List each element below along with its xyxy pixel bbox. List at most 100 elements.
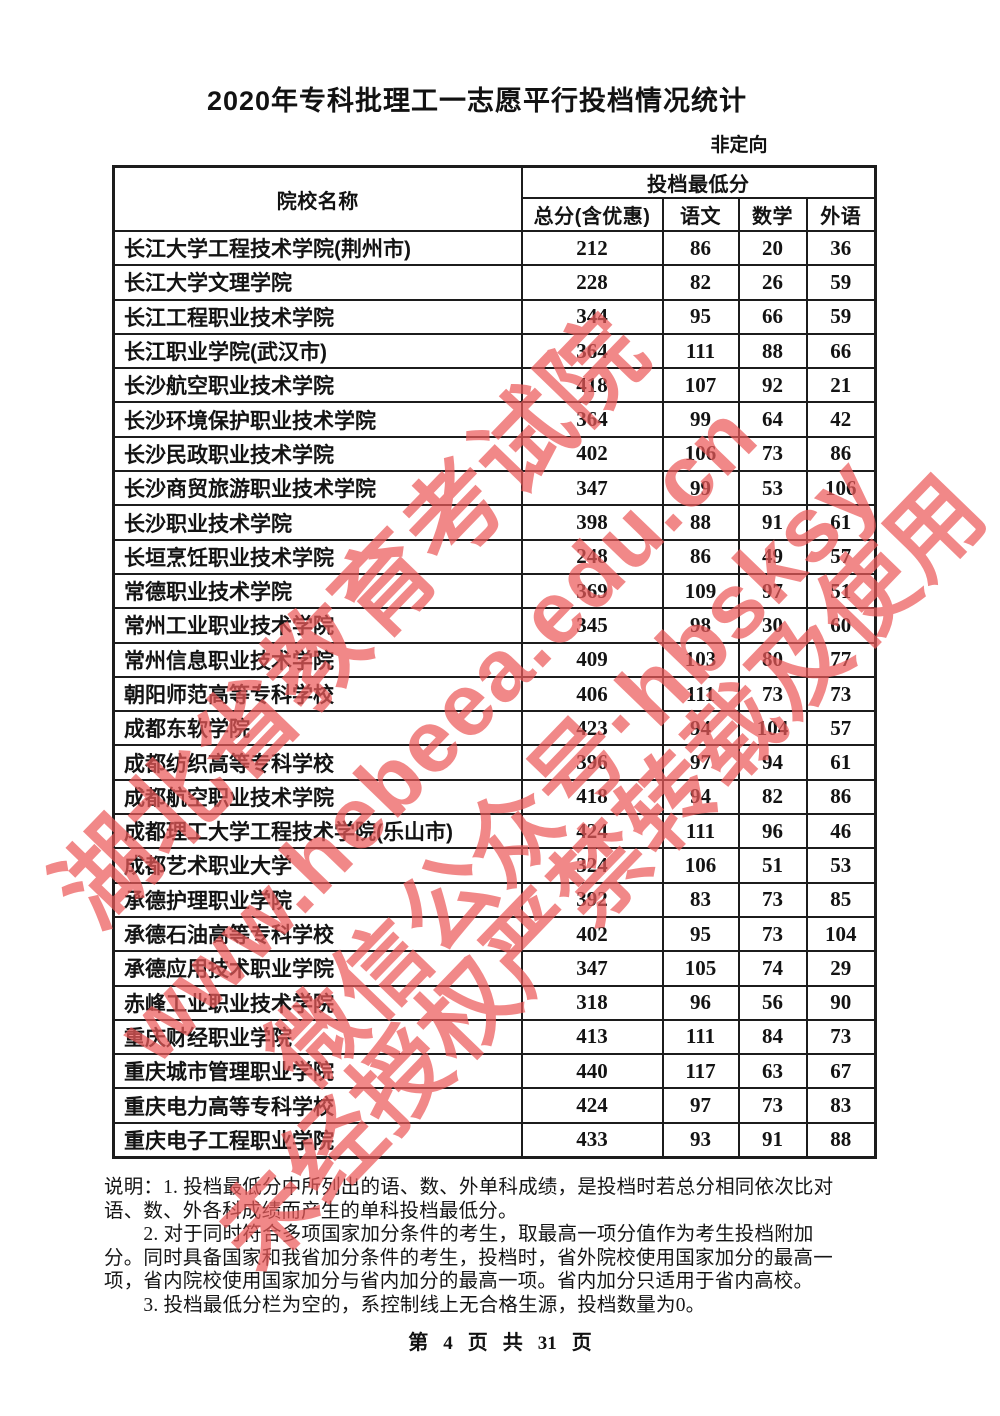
total-score-cell: 347: [520, 470, 664, 507]
total-score-cell: 424: [520, 813, 664, 850]
math-score-cell: 84: [737, 1018, 808, 1056]
total-score-cell: 440: [520, 1053, 664, 1090]
math-score-cell: 96: [737, 813, 808, 850]
table-header: 院校名称 投档最低分 总分(含优惠) 语文 数学 外语: [112, 165, 877, 232]
math-score-cell: 26: [737, 264, 808, 301]
footer-label-ye2: 页: [571, 1332, 592, 1354]
math-score-cell: 73: [737, 435, 808, 473]
foreign-score-cell: 60: [805, 607, 877, 644]
chinese-score-cell: 107: [661, 367, 740, 404]
college-name-cell: 成都航空职业技术学院: [112, 778, 523, 816]
college-name-cell: 长垣烹饪职业技术学院: [112, 538, 523, 575]
math-score-cell: 104: [737, 710, 808, 747]
math-score-cell: 51: [737, 847, 808, 884]
foreign-score-cell: 51: [805, 572, 877, 610]
chinese-score-cell: 82: [661, 264, 740, 301]
chinese-score-cell: 94: [661, 778, 740, 816]
chinese-score-cell: 83: [661, 881, 740, 918]
chinese-score-cell: 111: [661, 332, 740, 370]
math-score-cell: 91: [737, 504, 808, 541]
chinese-score-cell: 97: [661, 1087, 740, 1124]
college-name-cell: 长江大学文理学院: [112, 264, 523, 301]
chinese-score-cell: 95: [661, 298, 740, 335]
page-footer: 第 4 页 共 31 页: [408, 1326, 592, 1355]
total-score-cell: 396: [520, 744, 664, 781]
total-score-cell: 212: [520, 229, 664, 267]
math-score-cell: 73: [737, 915, 808, 953]
math-score-cell: 74: [737, 950, 808, 987]
foreign-score-cell: 73: [805, 675, 877, 713]
chinese-score-cell: 96: [661, 984, 740, 1021]
total-score-cell: 402: [520, 915, 664, 953]
chinese-score-cell: 93: [661, 1121, 740, 1159]
math-score-cell: 20: [737, 229, 808, 267]
college-name-cell: 朝阳师范高等专科学校: [112, 675, 523, 713]
chinese-score-cell: 86: [661, 538, 740, 575]
chinese-score-cell: 86: [661, 229, 740, 267]
total-score-cell: 324: [520, 847, 664, 884]
foreign-score-cell: 85: [805, 881, 877, 918]
college-name-cell: 重庆电子工程职业学院: [112, 1121, 523, 1159]
math-score-cell: 30: [737, 607, 808, 644]
college-name-cell: 常州信息职业技术学院: [112, 641, 523, 678]
foreign-score-cell: 59: [805, 298, 877, 335]
total-score-cell: 318: [520, 984, 664, 1021]
college-name-cell: 重庆财经职业学院: [112, 1018, 523, 1056]
chinese-score-cell: 111: [661, 813, 740, 850]
table-row: 承德石油高等专科学校 402 95 73 104: [112, 915, 877, 953]
notes: 说明：1. 投档最低分中所列出的语、数、外单科成绩，是投档时若总分相同依次比对语…: [104, 1176, 884, 1318]
chinese-score-cell: 99: [661, 401, 740, 438]
table-row: 长沙航空职业技术学院 418 107 92 21: [112, 367, 877, 404]
foreign-score-cell: 86: [805, 435, 877, 473]
math-score-cell: 80: [737, 641, 808, 678]
foreign-score-cell: 57: [805, 710, 877, 747]
math-score-cell: 73: [737, 1087, 808, 1124]
college-name-cell: 长沙航空职业技术学院: [112, 367, 523, 404]
foreign-score-cell: 88: [805, 1121, 877, 1159]
table-row: 承德应用技术职业学院 347 105 74 29: [112, 950, 877, 987]
foreign-score-cell: 36: [805, 229, 877, 267]
college-name-cell: 长沙商贸旅游职业技术学院: [112, 470, 523, 507]
math-score-cell: 88: [737, 332, 808, 370]
total-score-cell: 364: [520, 401, 664, 438]
table-row: 重庆财经职业学院 413 111 84 73: [112, 1018, 877, 1056]
subheader-math: 数学: [737, 197, 808, 232]
orientation-label: 非定向: [710, 135, 768, 156]
chinese-score-cell: 105: [661, 950, 740, 987]
subheader-chinese: 语文: [661, 197, 740, 232]
table-row: 长江大学文理学院 228 82 26 59: [112, 264, 877, 301]
note-line: 分。同时具备国家和我省加分条件的考生，投档时，省外院校使用国家加分的最高一: [104, 1247, 833, 1269]
chinese-score-cell: 95: [661, 915, 740, 953]
college-name-header: 院校名称: [112, 165, 523, 232]
foreign-score-cell: 61: [805, 504, 877, 541]
total-score-cell: 369: [520, 572, 664, 610]
table-row: 长沙环境保护职业技术学院 364 99 64 42: [112, 401, 877, 438]
table-row: 成都纺织高等专科学校 396 97 94 61: [112, 744, 877, 781]
chinese-score-cell: 97: [661, 744, 740, 781]
chinese-score-cell: 99: [661, 470, 740, 507]
page-title: 2020年专科批理工一志愿平行投档情况统计: [206, 86, 748, 116]
footer-label-di: 第: [408, 1332, 429, 1354]
college-name-cell: 成都艺术职业大学: [112, 847, 523, 884]
total-score-cell: 364: [520, 332, 664, 370]
chinese-score-cell: 106: [661, 435, 740, 473]
total-score-cell: 413: [520, 1018, 664, 1056]
foreign-score-cell: 61: [805, 744, 877, 781]
note-line: 项，省内院校使用国家加分与省内加分的最高一项。省内加分只适用于省内高校。: [104, 1271, 814, 1293]
total-score-cell: 409: [520, 641, 664, 678]
table-row: 重庆电力高等专科学校 424 97 73 83: [112, 1087, 877, 1124]
chinese-score-cell: 111: [661, 675, 740, 713]
table-row: 朝阳师范高等专科学校 406 111 73 73: [112, 675, 877, 713]
admission-score-table: 院校名称 投档最低分 总分(含优惠) 语文 数学 外语 长江大学工程技术学院(荆…: [112, 165, 877, 1159]
total-score-cell: 418: [520, 367, 664, 404]
college-name-cell: 承德石油高等专科学校: [112, 915, 523, 953]
note-line: 3. 投档最低分栏为空的，系控制线上无合格生源，投档数量为0。: [104, 1294, 706, 1316]
math-score-cell: 92: [737, 367, 808, 404]
college-name-cell: 长沙环境保护职业技术学院: [112, 401, 523, 438]
college-name-cell: 常德职业技术学院: [112, 572, 523, 610]
math-score-cell: 82: [737, 778, 808, 816]
total-score-cell: 433: [520, 1121, 664, 1159]
footer-label-ye: 页: [467, 1332, 488, 1354]
chinese-score-cell: 94: [661, 710, 740, 747]
